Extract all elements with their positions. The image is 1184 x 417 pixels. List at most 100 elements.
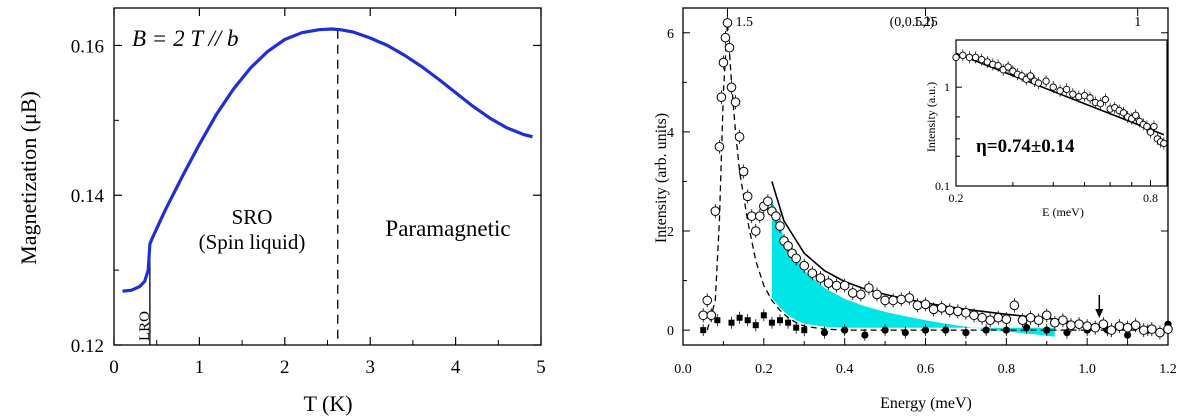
right-x-tick-label: 0.0 (674, 362, 692, 377)
region-label-paramagnetic: Paramagnetic (385, 216, 510, 241)
open-circle-point (953, 306, 963, 317)
open-circle-point (1138, 325, 1149, 335)
open-circle-point (888, 295, 898, 306)
filled-square-point (793, 324, 800, 331)
filled-circle-point (901, 329, 909, 337)
open-circle-point (720, 32, 731, 43)
inset-loglog-panel: 0.2 0.8 0.1 1 Intensity (a.u.) E (meV) η=0.… (924, 39, 1168, 219)
open-circle-point (1050, 317, 1060, 328)
inset-x-tick-label: 0.8 (1143, 191, 1158, 205)
inset-open-point (1150, 122, 1158, 131)
open-circle-point (791, 253, 801, 264)
filled-circle-point (841, 326, 849, 334)
filled-circle-point (881, 326, 889, 334)
left-y-tick-label: 0.16 (71, 36, 104, 57)
inset-open-point (1049, 83, 1057, 91)
open-circle-point (742, 191, 753, 202)
open-circle-point (944, 305, 955, 316)
region-label-spin-liquid: (Spin liquid) (199, 230, 306, 254)
open-circle-point (807, 268, 818, 278)
open-circle-point (880, 295, 890, 306)
open-circle-point (864, 283, 874, 293)
inset-open-series (952, 49, 1168, 150)
left-x-tick-label: 5 (536, 357, 546, 378)
open-circle-point (1058, 315, 1068, 326)
left-x-tick-label: 2 (280, 357, 290, 378)
filled-circle-point (942, 326, 950, 334)
inset-open-point (1086, 94, 1094, 102)
open-circle-point (771, 211, 781, 221)
open-circle-point (977, 312, 987, 323)
inset-open-point (1069, 90, 1077, 98)
left-x-tick-label: 3 (365, 357, 375, 378)
open-circle-point (750, 226, 761, 236)
right-x-tick-label: 0.6 (917, 362, 935, 377)
filled-square-point (801, 327, 808, 334)
inset-axis-ticks: 0.2 0.8 0.1 1 (935, 56, 1158, 205)
inset-open-point (1096, 100, 1105, 108)
filled-circle-point (1043, 326, 1051, 334)
open-circle-point (912, 300, 923, 311)
open-circle-point (1033, 315, 1044, 326)
left-y-tick-label: 0.14 (71, 186, 105, 207)
inset-open-point (1034, 79, 1043, 87)
left-y-axis-label: Magnetization (μB) (16, 91, 41, 265)
open-circle-point (1114, 321, 1125, 331)
filled-circle-point (1022, 324, 1031, 332)
open-circle-point (746, 211, 757, 221)
filled-square-point (728, 319, 735, 326)
filled-square-point (760, 312, 767, 319)
right-x-tick-label: 1.2 (1159, 362, 1177, 377)
open-circle-point (763, 196, 773, 207)
inset-open-point (1143, 122, 1151, 131)
arrow-head (1095, 309, 1104, 318)
open-circle-point (936, 303, 947, 313)
open-circle-point (1082, 321, 1092, 331)
inset-open-point (959, 51, 967, 59)
right-top-axis: 1.5 1.25 1 (726, 8, 1141, 30)
filled-circle-point (1063, 329, 1071, 337)
magnetization-curve (122, 27, 533, 293)
filled-square-point (785, 319, 792, 326)
open-circle-point (985, 315, 995, 326)
right-x-tick-label: 1.0 (1078, 362, 1096, 377)
open-circle-point (702, 295, 713, 306)
open-circle-point (872, 289, 882, 300)
open-circle-point (839, 280, 850, 291)
open-circle-point (1163, 324, 1173, 334)
inset-open-point (971, 53, 980, 62)
open-circle-point (1009, 300, 1020, 311)
inset-open-point (1004, 63, 1012, 71)
top-axis-label: (0,0.5,l) (890, 15, 935, 30)
left-x-tick-label: 0 (109, 357, 119, 378)
filled-square-point (714, 317, 721, 324)
open-circle-point (754, 211, 765, 221)
filled-circle-point (921, 326, 930, 334)
inset-open-point (1056, 87, 1064, 95)
filled-square-point (736, 314, 743, 321)
open-circle-point (847, 288, 858, 298)
open-circle-point (718, 57, 729, 68)
inset-open-point (1026, 72, 1035, 80)
open-circle-point (1130, 320, 1141, 330)
open-circle-point (1147, 324, 1157, 334)
inset-open-point (1062, 85, 1071, 94)
open-circle-point (1025, 312, 1036, 323)
filled-circle-point (861, 331, 869, 339)
filled-square-point (777, 317, 783, 324)
left-y-tick-label: 0.12 (71, 336, 104, 357)
right-axis-ticks: 0.0 0.2 0.4 0.6 0.8 1.0 1.2 0 2 4 6 (667, 27, 1177, 377)
filled-circle-point (962, 329, 970, 337)
right-y-tick-label: 2 (667, 225, 674, 240)
inset-open-point (1160, 139, 1168, 148)
intensity-panel: 0.0 0.2 0.4 0.6 0.8 1.0 1.2 0 2 4 6 1.5 1.25 1 Inten… (653, 7, 1177, 412)
inset-open-point (1042, 77, 1050, 85)
inset-open-point (994, 62, 1002, 70)
inset-open-point (1146, 128, 1155, 136)
open-circle-point (1041, 310, 1052, 321)
open-circle-point (710, 206, 721, 216)
filled-circle-point (982, 326, 990, 334)
open-circle-point (799, 260, 810, 271)
open-circle-point (1106, 325, 1117, 335)
